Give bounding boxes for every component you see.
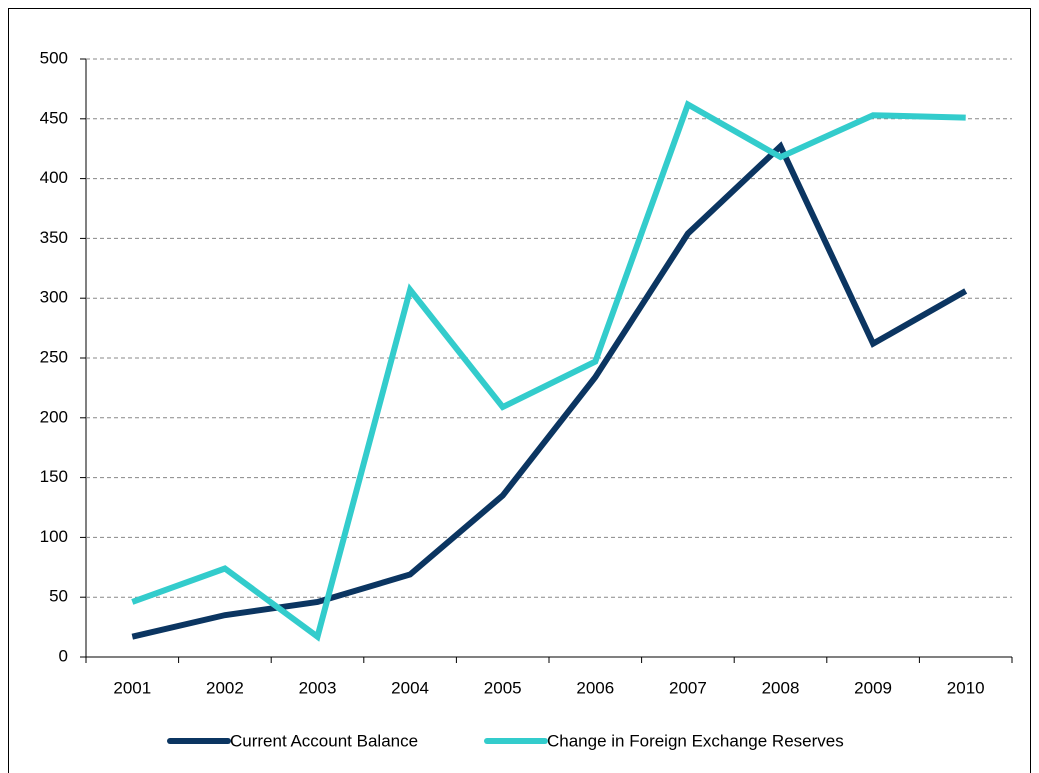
y-tick-label: 50 [49,587,68,606]
y-tick-label: 100 [40,527,68,546]
series-line [131,141,968,640]
series-line [131,100,966,642]
x-tick-label: 2007 [669,678,707,697]
y-tick-label: 0 [59,646,68,665]
x-tick-label: 2008 [762,678,800,697]
legend-label: Change in Foreign Exchange Reserves [547,731,844,750]
y-tick-label: 300 [40,288,68,307]
x-tick-label: 2001 [113,678,151,697]
x-tick-label: 2005 [484,678,522,697]
y-tick-label: 450 [40,108,68,127]
y-tick-label: 250 [40,347,68,366]
x-tick-label: 2003 [299,678,337,697]
x-tick-label: 2004 [391,678,429,697]
y-tick-label: 350 [40,228,68,247]
legend-label: Current Account Balance [230,731,418,750]
y-tick-label: 150 [40,467,68,486]
x-tick-label: 2009 [854,678,892,697]
y-tick-label: 400 [40,168,68,187]
chart-border [8,8,1031,773]
y-tick-label: 500 [40,48,68,67]
x-tick-label: 2010 [947,678,985,697]
y-tick-label: 200 [40,407,68,426]
x-tick-label: 2002 [206,678,244,697]
x-tick-label: 2006 [576,678,614,697]
